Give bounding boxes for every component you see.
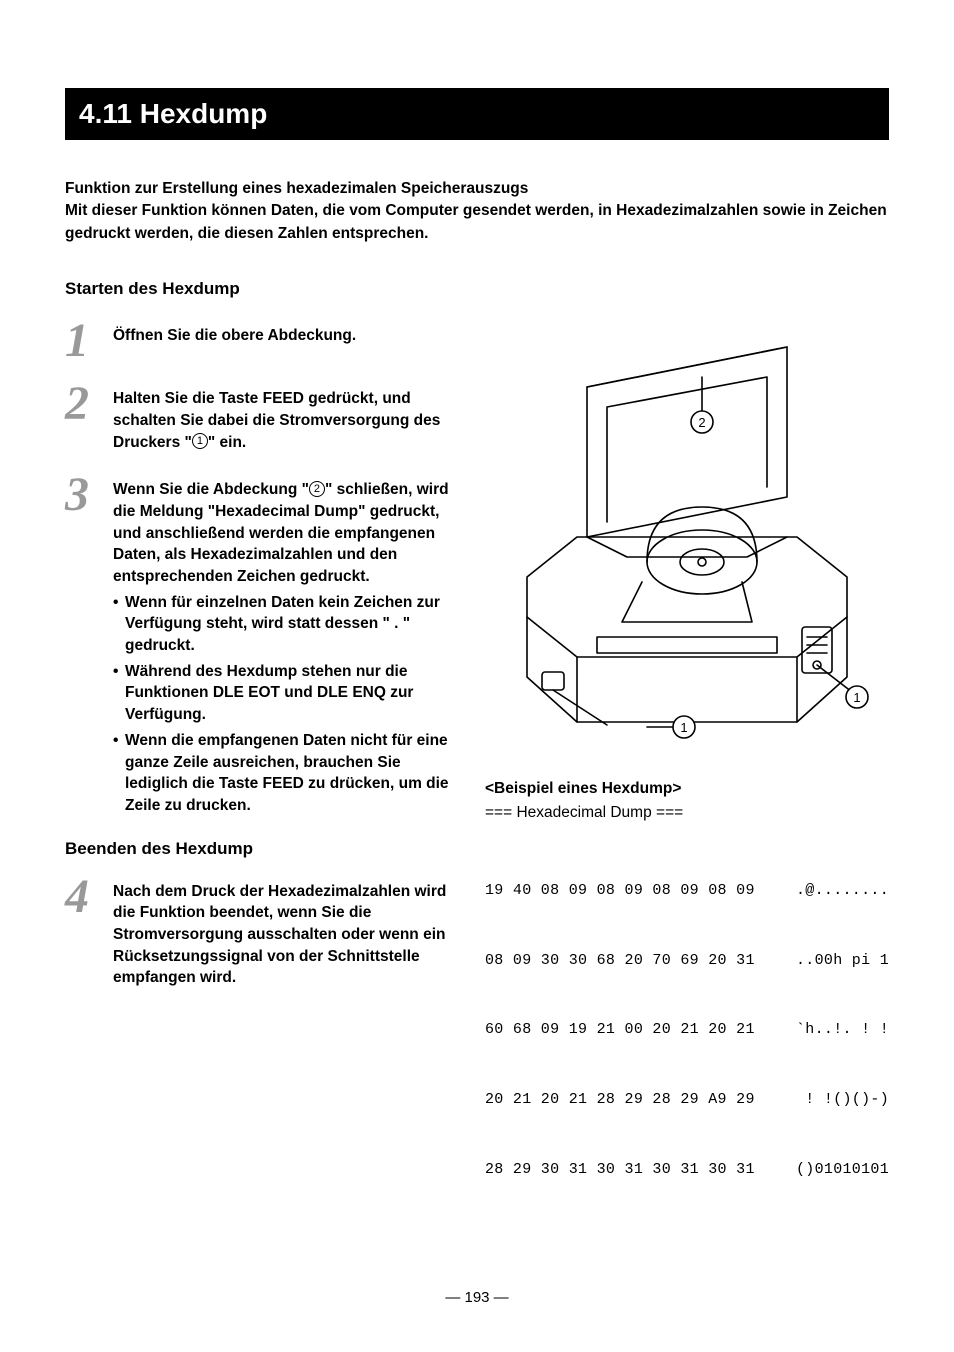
content-wrapper: 1 Öffnen Sie die obere Abdeckung. 2 Halt… bbox=[65, 321, 889, 1227]
step-4: 4 Nach dem Druck der Hexadezimalzahlen w… bbox=[65, 877, 465, 989]
hex-ascii: .@........ bbox=[765, 879, 889, 902]
hex-row: 28 29 30 31 30 31 30 31 30 31()01010101 bbox=[485, 1158, 889, 1181]
step-number: 1 bbox=[65, 321, 113, 362]
step-2: 2 Halten Sie die Taste FEED gedrückt, un… bbox=[65, 384, 465, 453]
hexdump-rows: 19 40 08 09 08 09 08 09 08 09.@........ … bbox=[485, 832, 889, 1227]
end-heading: Beenden des Hexdump bbox=[65, 839, 465, 859]
step-text: Nach dem Druck der Hexadezimalzahlen wir… bbox=[113, 877, 465, 989]
callout-2: 2 bbox=[698, 415, 705, 430]
hex-bytes: 19 40 08 09 08 09 08 09 08 09 bbox=[485, 879, 765, 902]
circled-number-icon: 2 bbox=[309, 481, 325, 497]
step-bullet: •Wenn für einzelnen Daten kein Zeichen z… bbox=[113, 592, 465, 657]
circled-number-icon: 1 bbox=[192, 433, 208, 449]
printer-illustration: 2 1 1 bbox=[485, 327, 889, 747]
example-title: <Beispiel eines Hexdump> bbox=[485, 780, 889, 798]
bullet-icon: • bbox=[113, 661, 125, 726]
step-text-pre: Wenn Sie die Abdeckung " bbox=[113, 481, 309, 498]
intro-text: Funktion zur Erstellung eines hexadezima… bbox=[65, 178, 889, 245]
step-bullet: •Wenn die empfangenen Daten nicht für ei… bbox=[113, 730, 465, 817]
bullet-text: Wenn für einzelnen Daten kein Zeichen zu… bbox=[125, 592, 465, 657]
hex-bytes: 28 29 30 31 30 31 30 31 30 31 bbox=[485, 1158, 765, 1181]
step-text-pre: Halten Sie die Taste FEED gedrückt, und … bbox=[113, 390, 440, 450]
hex-ascii: ..00h pi 1 bbox=[765, 949, 889, 972]
hex-ascii: ()01010101 bbox=[765, 1158, 889, 1181]
step-text: Halten Sie die Taste FEED gedrückt, und … bbox=[113, 384, 465, 453]
section-number: 4.11 bbox=[79, 98, 132, 129]
hex-row: 20 21 20 21 28 29 28 29 A9 29! !()()-) bbox=[485, 1088, 889, 1111]
steps-column: 1 Öffnen Sie die obere Abdeckung. 2 Halt… bbox=[65, 321, 465, 1227]
callout-1b: 1 bbox=[680, 720, 687, 735]
hex-row: 08 09 30 30 68 20 70 69 20 31..00h pi 1 bbox=[485, 949, 889, 972]
hex-ascii: `h..!. ! ! bbox=[765, 1018, 889, 1041]
figure-column: 2 1 1 <Beispiel eines Hexdump> === Hexad… bbox=[485, 321, 889, 1227]
intro-line: Funktion zur Erstellung eines hexadezima… bbox=[65, 178, 889, 200]
page-number: — 193 — bbox=[0, 1289, 954, 1306]
step-number: 4 bbox=[65, 877, 113, 918]
hex-row: 60 68 09 19 21 00 20 21 20 21`h..!. ! ! bbox=[485, 1018, 889, 1041]
bullet-icon: • bbox=[113, 730, 125, 817]
hex-bytes: 60 68 09 19 21 00 20 21 20 21 bbox=[485, 1018, 765, 1041]
start-heading: Starten des Hexdump bbox=[65, 279, 889, 299]
section-header: 4.11 Hexdump bbox=[65, 88, 889, 140]
hex-bytes: 08 09 30 30 68 20 70 69 20 31 bbox=[485, 949, 765, 972]
bullet-text: Während des Hexdump stehen nur die Funkt… bbox=[125, 661, 465, 726]
step-number: 2 bbox=[65, 384, 113, 425]
hex-row: 19 40 08 09 08 09 08 09 08 09.@........ bbox=[485, 879, 889, 902]
bullet-text: Wenn die empfangenen Daten nicht für ein… bbox=[125, 730, 465, 817]
callout-1a: 1 bbox=[853, 690, 860, 705]
hex-ascii: ! !()()-) bbox=[765, 1088, 889, 1111]
step-number: 3 bbox=[65, 475, 113, 516]
bullet-icon: • bbox=[113, 592, 125, 657]
step-text: Öffnen Sie die obere Abdeckung. bbox=[113, 321, 356, 347]
hex-bytes: 20 21 20 21 28 29 28 29 A9 29 bbox=[485, 1088, 765, 1111]
step-3: 3 Wenn Sie die Abdeckung "2" schließen, … bbox=[65, 475, 465, 816]
example-header: === Hexadecimal Dump === bbox=[485, 804, 889, 822]
step-bullet: •Während des Hexdump stehen nur die Funk… bbox=[113, 661, 465, 726]
intro-line: Mit dieser Funktion können Daten, die vo… bbox=[65, 200, 889, 245]
step-text-post: " ein. bbox=[208, 434, 246, 451]
section-title: Hexdump bbox=[140, 98, 268, 129]
step-1: 1 Öffnen Sie die obere Abdeckung. bbox=[65, 321, 465, 362]
step-text: Wenn Sie die Abdeckung "2" schließen, wi… bbox=[113, 475, 465, 816]
